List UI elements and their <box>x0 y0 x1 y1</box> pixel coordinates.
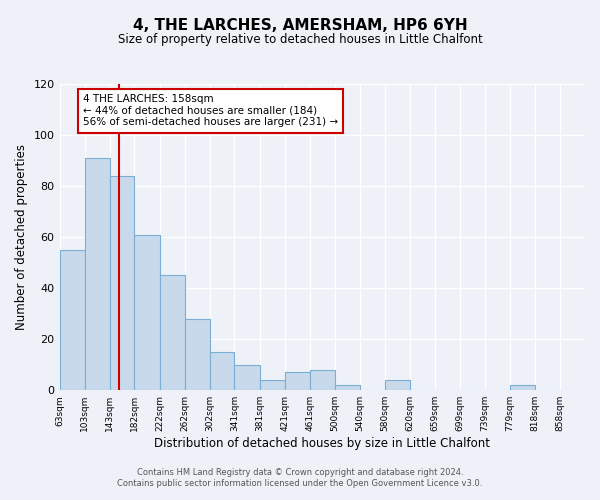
Bar <box>235 364 260 390</box>
Text: Size of property relative to detached houses in Little Chalfont: Size of property relative to detached ho… <box>118 32 482 46</box>
Text: 4 THE LARCHES: 158sqm
← 44% of detached houses are smaller (184)
56% of semi-det: 4 THE LARCHES: 158sqm ← 44% of detached … <box>83 94 338 128</box>
Bar <box>285 372 310 390</box>
Bar <box>310 370 335 390</box>
Text: Contains HM Land Registry data © Crown copyright and database right 2024.
Contai: Contains HM Land Registry data © Crown c… <box>118 468 482 487</box>
Bar <box>185 319 210 390</box>
X-axis label: Distribution of detached houses by size in Little Chalfont: Distribution of detached houses by size … <box>154 437 490 450</box>
Y-axis label: Number of detached properties: Number of detached properties <box>15 144 28 330</box>
Bar <box>59 250 85 390</box>
Bar <box>134 234 160 390</box>
Bar <box>160 276 185 390</box>
Bar <box>85 158 110 390</box>
Bar <box>210 352 235 390</box>
Bar <box>110 176 134 390</box>
Text: 4, THE LARCHES, AMERSHAM, HP6 6YH: 4, THE LARCHES, AMERSHAM, HP6 6YH <box>133 18 467 32</box>
Bar <box>385 380 410 390</box>
Bar <box>335 385 360 390</box>
Bar <box>510 385 535 390</box>
Bar <box>260 380 285 390</box>
